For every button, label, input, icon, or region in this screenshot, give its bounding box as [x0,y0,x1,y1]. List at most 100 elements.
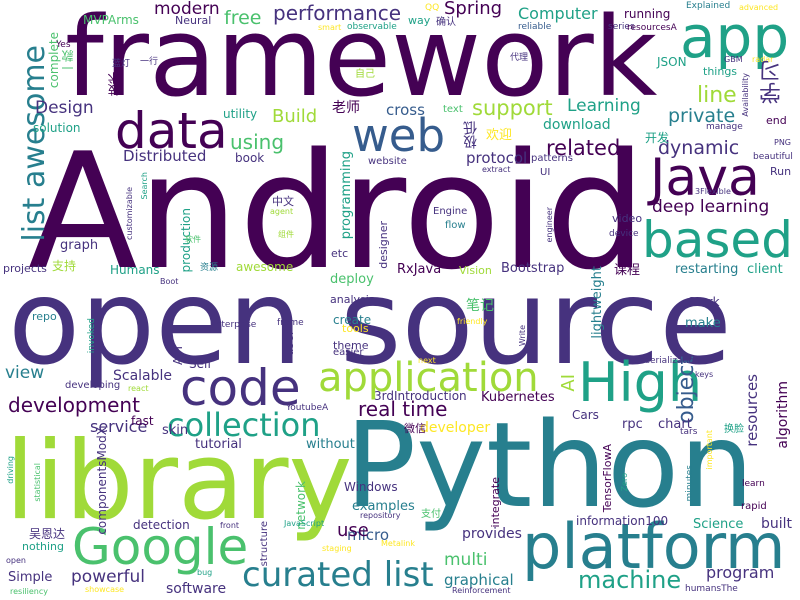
cloud-word: series [608,22,635,32]
cloud-word: staging [322,544,352,553]
cloud-word: componentsModX [95,427,109,535]
cloud-word: advanced [739,3,779,12]
cloud-word: Run [770,165,792,178]
cloud-word: view [5,363,45,383]
cloud-word: easier [333,347,364,358]
cloud-word: TensorFlowA [601,444,614,513]
cloud-word: without [306,437,355,452]
cloud-word: important [705,430,714,470]
cloud-word: fast [131,414,154,428]
cloud-word: website [368,156,407,167]
cloud-word: solution [33,121,81,135]
cloud-word: private [668,105,736,127]
cloud-word: 组件 [278,230,294,239]
cloud-word: Learning [567,96,641,116]
cloud-word: lightweight [590,266,605,339]
cloud-word: nothing [22,540,64,553]
cloud-word: rapid [741,501,767,512]
cloud-word: device [609,229,639,239]
cloud-word: way [408,14,431,27]
cloud-word: open source [8,253,732,391]
cloud-word: showcase [85,585,125,594]
cloud-word: deploy [330,272,374,287]
cloud-word: flow [445,220,466,231]
cloud-word: Cars [572,408,599,422]
cloud-word: line [697,83,737,108]
cloud-word: theme [333,339,369,352]
cloud-word: end [766,114,787,127]
cloud-word: support [472,96,553,120]
cloud-word: protocol [466,149,528,167]
cloud-word: Yes [56,40,71,50]
cloud-word: open [6,556,26,565]
cloud-word: tutorial [195,437,242,452]
cloud-word: analysis [330,293,375,306]
cloud-word: text [443,104,463,115]
cloud-word: collection [167,406,321,444]
cloud-word: frame [277,318,304,328]
cloud-word: observable [347,22,397,32]
cloud-word: graph [60,238,99,253]
cloud-word: 老师 [332,100,360,116]
cloud-word: driving [6,456,15,484]
cloud-word: framework [65,0,658,121]
cloud-word: multi [444,550,488,570]
cloud-word: 确认 [436,17,456,28]
cloud-word: Science [693,517,744,532]
cloud-word: Self [189,357,212,371]
cloud-word: UI [540,167,551,178]
cloud-word: radar [752,55,774,64]
cloud-word: library [5,419,353,544]
cloud-word: Google [72,518,249,576]
cloud-word: software [166,581,227,597]
cloud-word: developer [420,420,491,436]
cloud-word: 开发 [645,131,670,145]
cloud-word: Enterprise [210,320,257,330]
cloud-word: built [761,516,793,532]
cloud-word: integrate [489,477,502,528]
cloud-word: patterns [531,153,573,164]
cloud-word: 课程 [614,263,641,278]
cloud-word: bug [197,568,213,577]
cloud-word: real time [358,397,448,421]
cloud-word: react [128,384,149,393]
cloud-word: client [747,262,783,277]
cloud-word: MVPArms [83,13,139,27]
cloud-word: modern [154,0,220,19]
cloud-word: smart [318,23,342,32]
cloud-word: invoked [87,318,97,354]
cloud-word: 中文 [272,195,294,208]
cloud-word: awesome [236,260,294,274]
cloud-word: beautiful [753,152,793,162]
cloud-word: things [703,65,738,78]
cloud-word: examples [352,499,415,514]
cloud-word: skin [162,423,189,438]
cloud-word: graphical [444,571,514,589]
cloud-word: Build [272,106,318,127]
cloud-word: based [642,211,793,269]
cloud-word: High [578,351,703,414]
cloud-word: humansThe [685,584,738,594]
cloud-word: algorithm [775,381,791,449]
cloud-word: JSON [657,55,687,69]
cloud-word: using [230,130,285,154]
cloud-word: resources [743,374,761,447]
cloud-word: restarting [675,262,739,277]
cloud-word: performance [273,1,402,25]
cloud-word: book [235,151,265,165]
cloud-word: projects [3,262,47,275]
cloud-word: reliable [518,22,552,32]
cloud-word: development [8,393,140,417]
cloud-word: Android [28,118,647,305]
cloud-word: RxJava [397,262,442,277]
cloud-word: Search [140,172,149,200]
cloud-word: resourcesA [627,23,677,33]
cloud-word: provides [462,526,522,542]
cloud-word: Metalink [381,539,416,548]
cloud-word: code [180,359,301,417]
cloud-word: statistical [33,463,42,502]
cloud-word: GBM [724,55,743,64]
cloud-word: Reinforcement [452,586,511,595]
cloud-word: information100 [576,514,669,528]
